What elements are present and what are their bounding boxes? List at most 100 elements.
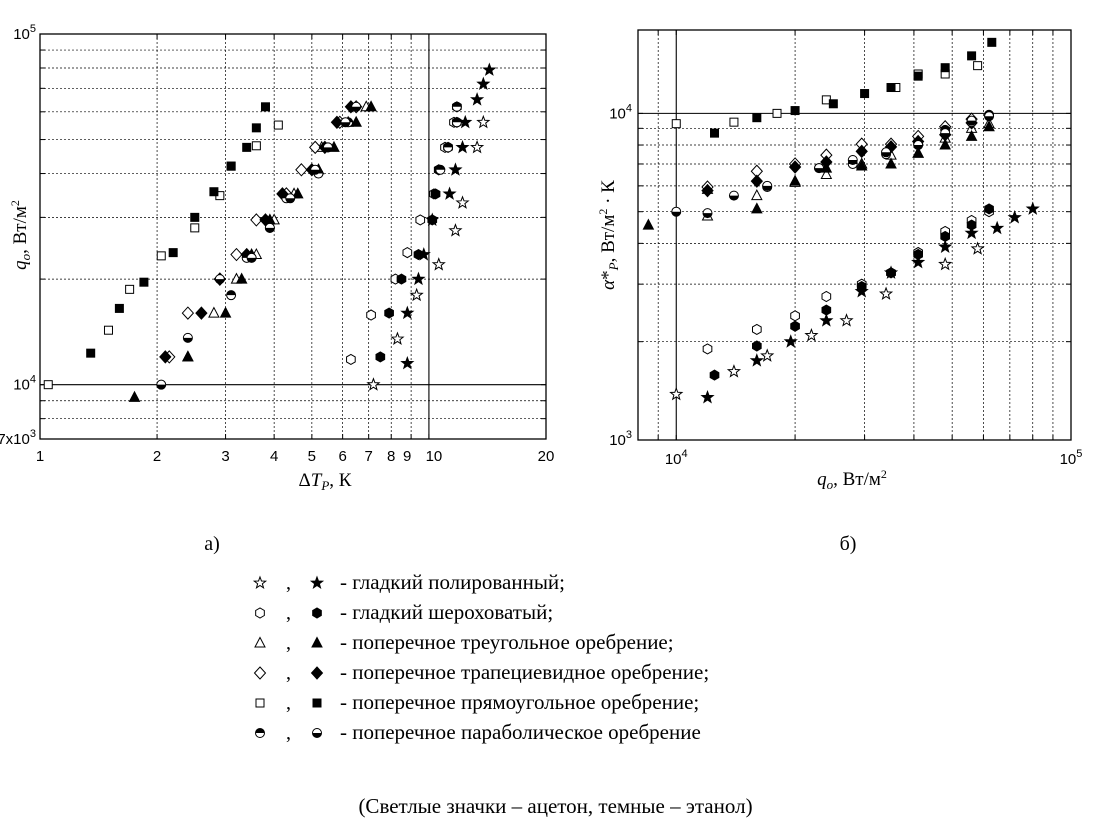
data-point-trapezoidal [330,115,344,130]
data-point-rough [427,214,438,226]
data-point-trapezoidal [159,350,172,364]
legend-text: - поперечное треугольное оребрение; [340,630,674,654]
data-point-rectangular [251,123,261,133]
data-point-triangular [751,189,763,201]
y-tick-label: 104 [609,102,632,122]
legend-text: - гладкий полированный; [340,570,566,594]
data-point-parabolic [913,140,924,151]
data-point-rectangular [156,251,166,261]
data-point-triangular [291,187,304,199]
legend-marker-shape [309,575,325,590]
legend-item-rough: , - гладкий шероховатый; [240,600,960,630]
legend-marker-parabolic [312,728,322,738]
data-point-polished [839,313,854,327]
data-point-parabolic [762,180,773,191]
data-point-rough [856,280,867,293]
chart-panel-b: 104 105 103 104 qo, Вт/м2 α*P, Вт/м2 · К б) [596,29,1083,555]
x-tick-label: 2 [153,448,161,465]
data-point-parabolic [310,164,321,175]
data-point-rectangular [886,83,896,93]
data-point-rough [940,230,950,243]
legend-marker-shape [310,666,324,680]
data-point-rough [702,343,713,355]
data-point-trapezoidal [181,306,195,320]
data-point-rectangular [190,223,200,233]
legend-marker-polished [252,575,268,590]
data-point-triangular [365,100,377,112]
data-point-rectangular [190,212,200,222]
data-point-triangular [642,218,655,230]
data-point-triangular [128,390,141,402]
data-point-polished [470,139,485,154]
legend-marker-shape [252,575,268,590]
legend-marker-shape [254,636,266,648]
data-point-rectangular [114,303,124,313]
data-point-rectangular [226,161,236,171]
data-point-triangular [820,167,833,179]
data-point-polished [783,334,798,348]
data-point-rectangular [43,380,53,390]
data-point-triangular [855,159,868,171]
data-point-parabolic [940,128,951,139]
data-point-polished [970,241,985,255]
legend-marker-triangular [311,636,323,648]
legend-marker-rough [255,607,265,619]
data-point-parabolic [451,117,462,128]
data-point-parabolic [246,252,257,263]
data-point-parabolic [285,193,296,204]
data-point-trapezoidal [855,144,868,159]
data-point-parabolic [881,147,892,158]
data-point-polished [400,305,415,320]
data-point-polished [448,162,463,176]
data-point-rectangular [125,284,135,294]
data-point-polished [442,186,457,200]
data-point-triangular [912,146,924,158]
data-point-rough [384,307,394,319]
legend-marker-shape [255,607,265,619]
legend-text: - поперечное прямоугольное оребрение; [340,690,700,714]
data-point-trapezoidal [295,163,308,177]
x-axis-label-a: ΔTP, К [299,470,352,493]
x-tick-label: 105 [1060,448,1083,468]
data-point-triangular [983,120,995,132]
data-point-polished [470,92,485,106]
legend-marker-trapezoidal [253,666,267,680]
legend-marker-rectangular [255,698,265,708]
data-point-polished [400,355,415,370]
legend-marker-shape [312,728,322,738]
data-point-rough [396,273,407,285]
data-point-triangular [219,306,232,318]
panel-label-a: а) [204,533,220,555]
data-point-polished [964,225,979,240]
x-tick-label: 9 [403,448,411,465]
data-point-rough [913,248,923,260]
legend-text: - гладкий шероховатый; [340,600,554,624]
data-point-rough [886,267,896,279]
data-point-polished [669,386,684,401]
legend: , - гладкий полированный;, - гладкий шерох… [240,570,960,750]
data-point-parabolic [984,111,995,122]
data-point-rough [966,219,977,231]
data-point-rectangular [168,248,178,258]
data-point-triangular [965,129,978,141]
x-tick-label: 1 [36,448,44,465]
data-point-parabolic [671,206,682,217]
y-tick-label: 103 [609,429,632,449]
legend-marker-triangular [254,636,266,648]
legend-item-trapezoidal: , - поперечное трапециевидное оребрение; [240,660,960,690]
data-point-rough [821,290,832,303]
data-point-parabolic [728,190,739,201]
panel-label-b: б) [840,533,857,555]
data-point-triangular [789,174,801,186]
data-point-rectangular [209,187,219,197]
legend-marker-shape [253,666,267,680]
data-point-triangular [235,272,248,284]
plot-frame-b [637,29,1072,441]
legend-separator: , [286,602,291,624]
data-point-rectangular [671,119,681,129]
legend-text: - поперечное параболическое оребрение [340,720,701,744]
legend-separator: , [286,662,291,684]
data-point-rectangular [103,325,113,335]
data-point-polished [700,389,715,404]
grid-a [39,33,547,440]
